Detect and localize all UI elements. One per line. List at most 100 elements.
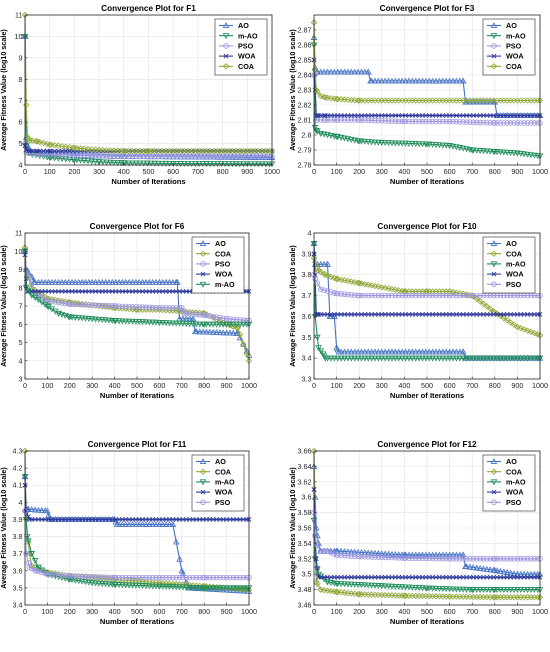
y-tick-label: 2.79	[298, 146, 312, 155]
data-point	[135, 319, 143, 326]
data-point	[412, 585, 419, 591]
data-point	[476, 587, 484, 594]
data-point	[514, 120, 521, 126]
data-point	[453, 292, 460, 299]
x-tick-label: 800	[217, 167, 229, 176]
data-point	[480, 355, 487, 362]
data-point	[470, 564, 477, 571]
data-point	[119, 318, 126, 325]
data-point	[415, 77, 423, 84]
data-point	[463, 586, 470, 593]
data-point	[476, 355, 484, 362]
data-point	[99, 278, 106, 285]
data-point	[220, 315, 226, 321]
data-point	[378, 348, 386, 355]
data-point	[111, 304, 118, 311]
legend-swatch-marker	[199, 250, 207, 257]
data-point	[378, 583, 386, 590]
data-point	[333, 580, 340, 587]
data-point	[199, 161, 207, 168]
data-point	[517, 355, 525, 362]
data-point	[47, 141, 55, 148]
series-coa	[310, 447, 544, 601]
data-point	[356, 97, 363, 104]
data-point	[115, 582, 123, 589]
y-tick-label: 2.8	[302, 131, 312, 140]
data-point	[500, 568, 508, 575]
data-point	[115, 318, 123, 325]
data-point	[322, 271, 329, 278]
data-point	[344, 581, 352, 588]
data-point	[172, 320, 180, 327]
data-point	[81, 158, 88, 164]
data-point	[75, 278, 83, 285]
data-point	[524, 355, 531, 362]
x-tick-label: 800	[198, 607, 210, 616]
data-point	[514, 570, 521, 577]
data-point	[497, 355, 504, 362]
data-point	[136, 304, 142, 310]
data-point	[316, 113, 321, 118]
data-point	[216, 321, 224, 328]
data-point	[85, 152, 91, 159]
data-point	[331, 117, 338, 123]
x-tick-label: 100	[41, 381, 53, 390]
data-point	[388, 77, 396, 84]
data-point	[213, 321, 220, 328]
data-point	[429, 118, 436, 125]
data-point	[442, 77, 450, 84]
data-point	[361, 348, 369, 355]
data-point	[392, 140, 399, 147]
data-point	[351, 581, 358, 588]
data-point	[162, 521, 170, 528]
data-point	[318, 286, 324, 293]
data-point	[331, 68, 338, 75]
series-coa	[21, 11, 276, 155]
x-tick-label: 700	[466, 381, 478, 390]
data-point	[348, 348, 355, 355]
data-point	[181, 161, 188, 167]
data-point	[317, 131, 325, 137]
data-point	[446, 77, 453, 84]
data-point	[79, 301, 85, 308]
data-point	[375, 77, 382, 84]
data-point	[501, 556, 507, 562]
data-point	[469, 292, 476, 299]
data-point	[514, 323, 521, 331]
data-point	[480, 148, 487, 155]
legend-label: COA	[506, 467, 522, 476]
data-point	[395, 584, 403, 591]
data-point	[497, 120, 504, 126]
data-point	[433, 555, 439, 562]
data-point	[446, 593, 453, 600]
data-point	[223, 574, 230, 581]
legend-label: m-AO	[506, 260, 526, 269]
data-point	[442, 551, 450, 558]
data-point	[364, 582, 372, 589]
data-point	[395, 140, 403, 147]
data-point	[368, 139, 375, 146]
data-point	[159, 521, 167, 528]
data-point	[405, 355, 413, 362]
y-tick-label: 3.62	[298, 477, 312, 486]
legend-swatch-marker	[491, 271, 497, 277]
y-tick-label: 3.46	[298, 601, 312, 610]
data-point	[449, 348, 457, 355]
data-point	[156, 278, 163, 285]
data-point	[433, 118, 439, 125]
x-tick-label: 900	[511, 167, 523, 176]
y-tick-label: 3.4	[302, 354, 312, 363]
data-point	[456, 77, 464, 84]
data-point	[368, 348, 375, 355]
data-point	[314, 264, 321, 271]
data-point	[27, 148, 33, 154]
data-point	[142, 319, 150, 326]
data-point	[507, 587, 514, 594]
data-point	[503, 355, 511, 362]
x-tick-label: 900	[241, 167, 253, 176]
data-point	[348, 553, 355, 559]
legend-label: AO	[506, 21, 517, 30]
data-point	[402, 292, 409, 299]
